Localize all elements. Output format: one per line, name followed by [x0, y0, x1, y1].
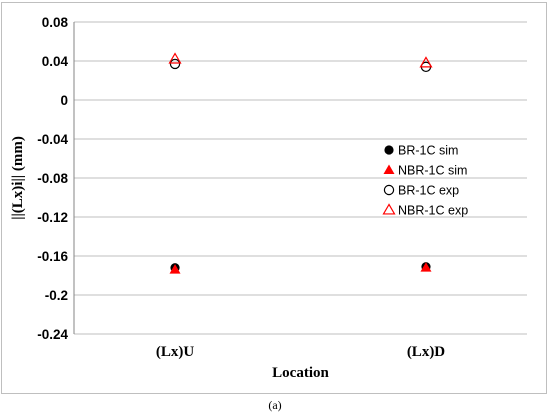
- gridlines: [74, 21, 527, 335]
- y-tick-label: -0.08: [37, 171, 68, 186]
- data-points: [168, 52, 433, 274]
- y-axis-title: ||(Lx)i|| (mm): [10, 136, 26, 220]
- x-axis-title: Location: [272, 365, 329, 381]
- data-point: [168, 52, 182, 64]
- axes: 0.08 0.04 0 -0.04 -0.08 -0.12 -0.16 -0.2 -0.24 (L…: [37, 15, 445, 360]
- legend-marker: [383, 184, 395, 196]
- legend-label: BR-1C exp: [398, 184, 459, 198]
- legend-label: BR-1C sim: [398, 144, 458, 158]
- x-tick-label: (Lx)U: [156, 344, 194, 360]
- y-tick-label: -0.04: [37, 132, 68, 147]
- y-tick-label: -0.16: [37, 249, 68, 264]
- legend: BR-1C sim NBR-1C sim BR-1C exp NBR-1C exp: [382, 144, 468, 218]
- x-tick-label: (Lx)D: [407, 344, 445, 360]
- y-tick-label: -0.12: [37, 210, 68, 225]
- y-tick-label: -0.24: [37, 327, 68, 342]
- legend-marker: [384, 145, 394, 155]
- y-tick-label: 0: [60, 93, 68, 108]
- data-point: [169, 264, 181, 274]
- data-point: [419, 56, 433, 68]
- legend-label: NBR-1C sim: [398, 164, 467, 178]
- data-point: [169, 58, 181, 70]
- chart-frame: [1, 2, 547, 394]
- y-tick-label: 0.04: [42, 54, 69, 69]
- figure-caption: (a): [268, 398, 282, 412]
- y-tick-label: 0.08: [42, 15, 69, 30]
- legend-label: NBR-1C exp: [398, 204, 468, 218]
- scatter-chart: 0.08 0.04 0 -0.04 -0.08 -0.12 -0.16 -0.2 -0.24 (L…: [10, 15, 527, 381]
- legend-marker: [383, 164, 395, 174]
- legend-marker: [382, 203, 396, 215]
- y-tick-label: -0.2: [45, 288, 68, 303]
- data-point: [420, 262, 432, 272]
